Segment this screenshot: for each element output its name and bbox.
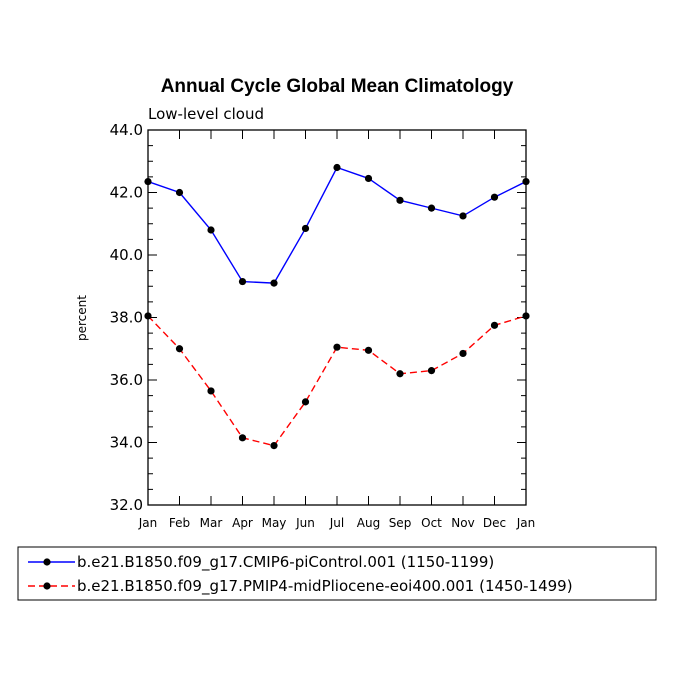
series-1-point [364, 174, 373, 183]
legend-label-2: b.e21.B1850.f09_g17.PMIP4-midPliocene-eo… [77, 577, 573, 596]
series-1-point [238, 277, 247, 286]
series-2-point [301, 398, 310, 406]
series-2-point [207, 387, 215, 395]
series-2-point [522, 312, 530, 320]
x-tick-label: Oct [421, 516, 442, 530]
x-tick-label: Sep [389, 516, 412, 530]
series-2-point [364, 346, 373, 354]
y-tick-label: 42.0 [110, 184, 143, 202]
series-1-point [175, 188, 184, 197]
legend-box [17, 546, 657, 601]
series-2-point [270, 442, 278, 450]
legend-marker-2 [43, 582, 51, 590]
series-1-point [270, 279, 278, 287]
y-tick-label: 34.0 [110, 434, 143, 452]
series-2-point [396, 370, 404, 378]
series-1-point [522, 177, 530, 186]
series-2-point [238, 434, 247, 442]
series-line-2 [147, 315, 527, 447]
x-tick-label: Jan [516, 516, 536, 530]
series-1-point [207, 226, 215, 234]
x-tick-label: Jun [295, 516, 315, 530]
series-2-point [175, 345, 184, 353]
series-1-point [459, 212, 467, 220]
series-line-1 [147, 166, 527, 284]
x-tick-label: Apr [232, 516, 253, 530]
series-1-point [144, 177, 152, 186]
x-tick-label: Feb [169, 516, 190, 530]
y-tick-label: 32.0 [110, 496, 143, 514]
series-2-point [333, 343, 341, 351]
series-2-point [144, 312, 152, 320]
x-tick-label: Jul [329, 516, 344, 530]
x-tick-label: Nov [451, 516, 474, 530]
y-tick-label: 36.0 [110, 371, 143, 389]
series-2-point [490, 321, 499, 329]
series-2-point [459, 349, 467, 358]
series-1-point [333, 163, 341, 172]
series-1-point [490, 193, 499, 201]
x-tick-label: Mar [200, 516, 223, 530]
legend-marker-1 [43, 558, 51, 566]
chart-title: Annual Cycle Global Mean Climatology [161, 76, 514, 97]
chart-subtitle: Low-level cloud [148, 105, 264, 123]
plot-frame [147, 129, 527, 506]
x-tick-label: Jan [138, 516, 158, 530]
x-tick-label: May [262, 516, 287, 530]
series-1-point [396, 196, 404, 204]
axis-ticks: 32.0 34.0 36.0 38.0 40.0 42.0 44.0 Jan Feb Mar Apr… [110, 121, 536, 530]
y-tick-label: 38.0 [110, 309, 143, 327]
y-axis-label: percent [75, 295, 89, 341]
y-tick-label: 44.0 [110, 121, 143, 139]
series-layer [144, 163, 530, 450]
legend: b.e21.B1850.f09_g17.CMIP6-piControl.001 … [17, 546, 657, 601]
series-1-point [427, 204, 436, 212]
series-1-point [301, 224, 310, 233]
series-2-point [427, 367, 436, 375]
x-tick-label: Dec [483, 516, 506, 530]
x-tick-label: Aug [357, 516, 380, 530]
y-tick-label: 40.0 [110, 246, 143, 264]
legend-label-1: b.e21.B1850.f09_g17.CMIP6-piControl.001 … [77, 553, 494, 572]
